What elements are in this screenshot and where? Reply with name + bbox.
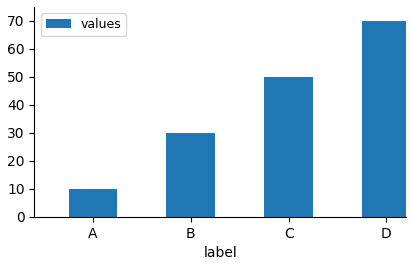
Bar bbox=[264, 77, 313, 217]
Legend: values: values bbox=[40, 13, 126, 36]
Bar bbox=[69, 189, 117, 217]
X-axis label: label: label bbox=[203, 246, 237, 260]
Bar bbox=[362, 21, 411, 217]
Bar bbox=[166, 133, 215, 217]
